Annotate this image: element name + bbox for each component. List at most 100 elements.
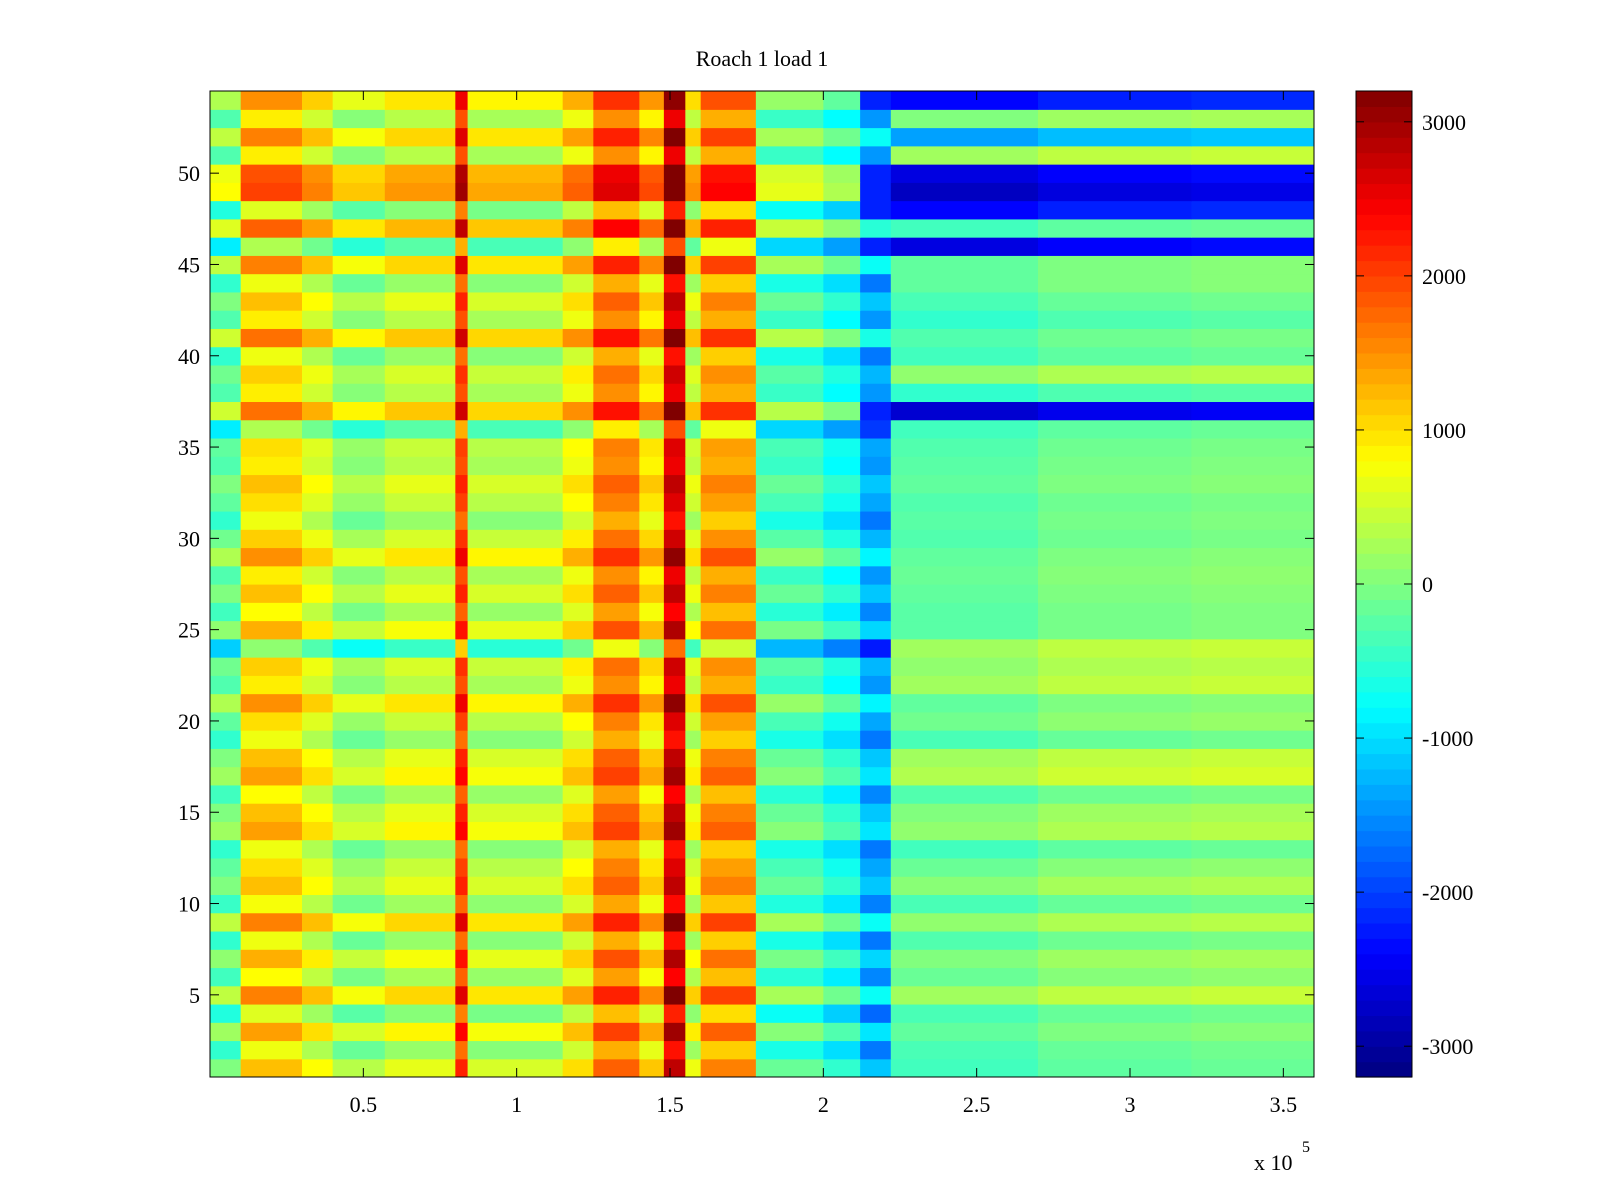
heatmap-cell: [332, 346, 386, 366]
heatmap-cell: [685, 145, 702, 165]
heatmap-cell: [700, 638, 757, 658]
heatmap-cell: [860, 620, 892, 640]
heatmap-cell: [332, 839, 386, 859]
colorbar-step: [1356, 183, 1412, 200]
heatmap-cell: [562, 894, 594, 914]
heatmap-cell: [210, 437, 242, 457]
heatmap-cell: [890, 930, 1039, 950]
heatmap-cell: [562, 364, 594, 384]
heatmap-cell: [467, 839, 564, 859]
heatmap-cell: [663, 894, 686, 914]
heatmap-cell: [467, 328, 564, 348]
heatmap-cell: [755, 328, 824, 348]
heatmap-cell: [240, 255, 303, 275]
heatmap-cell: [240, 383, 303, 403]
heatmap-cell: [562, 182, 594, 202]
heatmap-cell: [755, 894, 824, 914]
heatmap-cell: [685, 328, 702, 348]
heatmap-cell: [700, 602, 757, 622]
heatmap-cell: [823, 693, 861, 713]
heatmap-cell: [302, 857, 334, 877]
heatmap-cell: [663, 346, 686, 366]
heatmap-cell: [1038, 638, 1192, 658]
heatmap-cell: [823, 200, 861, 220]
heatmap-cell: [755, 401, 824, 421]
heatmap-cell: [467, 657, 564, 676]
heatmap-cell: [593, 109, 640, 129]
heatmap-cell: [755, 510, 824, 530]
heatmap-cell: [302, 145, 334, 165]
heatmap-cell: [663, 401, 686, 421]
heatmap-cell: [210, 145, 242, 165]
heatmap-cell: [302, 730, 334, 749]
colorbar-tick-label: 3000: [1422, 110, 1466, 135]
heatmap-cell: [639, 766, 665, 786]
heatmap-cell: [890, 675, 1039, 695]
heatmap-cell: [455, 255, 469, 275]
heatmap-cell: [240, 565, 303, 585]
heatmap-cell: [384, 383, 456, 403]
heatmap-cell: [240, 164, 303, 183]
heatmap-cell: [455, 474, 469, 494]
heatmap-cell: [823, 967, 861, 987]
heatmap-cell: [593, 876, 640, 896]
heatmap-cell: [593, 711, 640, 731]
heatmap-cell: [823, 273, 861, 293]
heatmap-cell: [210, 857, 242, 877]
heatmap-cell: [240, 620, 303, 640]
heatmap-cell: [1038, 857, 1192, 877]
heatmap-cell: [332, 200, 386, 220]
heatmap-cell: [1038, 346, 1192, 366]
heatmap-cell: [240, 109, 303, 129]
heatmap-cell: [860, 127, 892, 147]
heatmap-cell: [700, 821, 757, 841]
heatmap-cell: [210, 419, 242, 439]
heatmap-cell: [302, 1003, 334, 1023]
heatmap-cell: [890, 328, 1039, 348]
heatmap-cell: [685, 291, 702, 311]
heatmap-cell: [593, 273, 640, 293]
y-tick-label: 15: [178, 800, 200, 825]
heatmap-cell: [593, 310, 640, 329]
heatmap-cell: [823, 638, 861, 658]
heatmap-cell: [700, 912, 757, 932]
colorbar-step: [1356, 414, 1412, 431]
heatmap-cell: [562, 967, 594, 987]
heatmap-cell: [860, 967, 892, 987]
heatmap-cell: [210, 383, 242, 403]
heatmap-cell: [467, 273, 564, 293]
heatmap-cell: [823, 584, 861, 603]
heatmap-cell: [1191, 675, 1314, 695]
heatmap-cell: [685, 967, 702, 987]
heatmap-cell: [755, 839, 824, 859]
heatmap-cell: [700, 748, 757, 768]
heatmap-cell: [639, 547, 665, 567]
heatmap-cell: [860, 766, 892, 786]
heatmap-cell: [562, 602, 594, 622]
heatmap-cell: [467, 310, 564, 329]
colorbar-step: [1356, 460, 1412, 477]
heatmap-cell: [685, 474, 702, 494]
heatmap-cell: [384, 510, 456, 530]
heatmap-cell: [240, 602, 303, 622]
heatmap-cell: [860, 784, 892, 804]
heatmap-cell: [700, 474, 757, 494]
heatmap-cell: [455, 1003, 469, 1023]
heatmap-cell: [210, 803, 242, 822]
heatmap-cell: [562, 109, 594, 129]
heatmap-cell: [860, 1022, 892, 1042]
heatmap-cell: [639, 657, 665, 676]
heatmap-cell: [384, 401, 456, 421]
heatmap-cell: [663, 109, 686, 129]
heatmap-cell: [755, 346, 824, 366]
heatmap-cell: [384, 237, 456, 256]
heatmap-cell: [562, 949, 594, 969]
heatmap-cell: [467, 145, 564, 165]
heatmap-cell: [593, 766, 640, 786]
heatmap-cell: [860, 657, 892, 676]
heatmap-cell: [685, 456, 702, 476]
heatmap-cell: [240, 200, 303, 220]
heatmap-cell: [700, 456, 757, 476]
heatmap-cell: [890, 565, 1039, 585]
